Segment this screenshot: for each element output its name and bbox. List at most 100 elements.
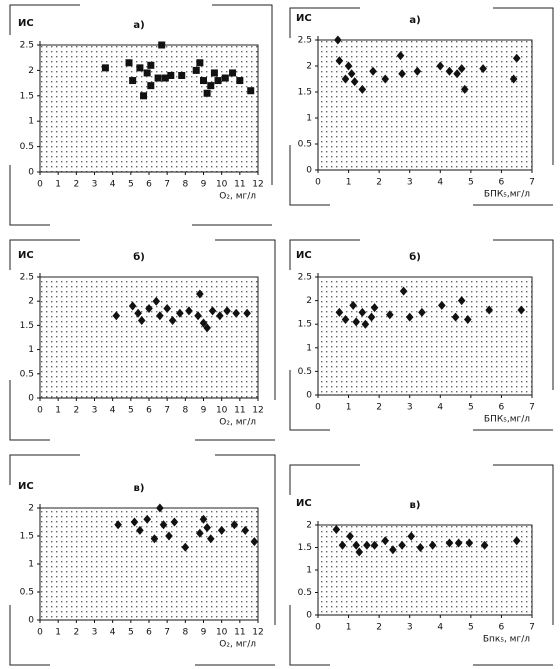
diamond-marker <box>355 547 364 557</box>
x-tick-label: 6 <box>499 623 505 633</box>
x-tick-label: 0 <box>315 178 321 188</box>
diamond-marker <box>112 311 121 321</box>
x-tick-label: 7 <box>164 180 170 190</box>
diamond-marker <box>163 303 171 313</box>
diamond-marker <box>332 525 341 534</box>
diamond-marker <box>232 308 240 318</box>
diamond-marker <box>436 61 445 71</box>
x-tick-label: 10 <box>216 628 228 638</box>
square-marker <box>143 69 151 77</box>
panel-label: б) <box>133 251 145 263</box>
diamond-marker <box>418 307 426 317</box>
diamond-marker <box>194 311 202 321</box>
x-tick-label: 0 <box>315 403 321 413</box>
x-tick-label: 2 <box>376 403 382 413</box>
diamond-marker <box>509 74 518 84</box>
x-tick-label: 4 <box>110 406 116 416</box>
diamond-marker <box>241 525 250 535</box>
square-marker <box>101 64 109 72</box>
square-marker <box>154 74 162 82</box>
diamond-marker <box>389 545 397 555</box>
diamond-marker <box>413 66 422 76</box>
y-tick-label: 0 <box>306 611 312 621</box>
x-tick-label: 12 <box>252 628 263 638</box>
square-marker <box>140 92 148 100</box>
y-tick-label: 1.5 <box>298 88 312 98</box>
x-tick-label: 11 <box>234 628 245 638</box>
x-tick-label: 2 <box>73 628 79 638</box>
square-marker <box>178 71 186 79</box>
diamond-marker <box>196 289 204 299</box>
y-tick-label: 0 <box>306 166 312 176</box>
diamond-marker <box>334 35 342 45</box>
y-axis-label: ИС <box>18 18 34 29</box>
diamond-marker <box>445 538 454 548</box>
square-marker <box>129 77 137 85</box>
diamond-marker <box>367 312 376 322</box>
x-tick-label: 9 <box>201 628 207 638</box>
panel-label: б) <box>409 251 421 263</box>
diamond-marker <box>398 540 406 550</box>
diamond-marker <box>165 531 173 541</box>
diamond-marker <box>216 311 224 321</box>
diamond-marker <box>181 542 190 552</box>
y-tick-label: 2 <box>306 62 312 72</box>
diamond-marker <box>350 77 359 87</box>
plot-area <box>317 276 533 396</box>
x-tick-label: 1 <box>346 178 352 188</box>
x-tick-label: 7 <box>529 623 535 633</box>
diamond-marker <box>150 534 159 544</box>
y-tick-label: 0 <box>28 168 34 178</box>
square-marker <box>236 77 244 85</box>
x-tick-label: 8 <box>182 180 188 190</box>
panel-label: в) <box>410 500 421 511</box>
diamond-marker <box>407 531 416 541</box>
diamond-marker <box>381 74 390 84</box>
y-tick-label: 2.5 <box>298 36 312 46</box>
y-axis-label: ИС <box>18 481 34 492</box>
square-marker <box>229 69 237 77</box>
y-tick-label: 1 <box>306 114 312 124</box>
diamond-marker <box>479 64 487 74</box>
x-tick-label: 4 <box>437 178 443 188</box>
square-marker <box>158 41 166 49</box>
diamond-marker <box>168 316 177 326</box>
x-tick-label: 3 <box>92 180 98 190</box>
diamond-marker <box>136 525 144 535</box>
diamond-marker <box>137 316 146 326</box>
diamond-marker <box>347 69 356 79</box>
y-axis-label: ИС <box>296 250 312 261</box>
x-tick-label: 7 <box>164 628 170 638</box>
x-tick-label: 2 <box>73 406 79 416</box>
x-tick-label: 0 <box>37 406 43 416</box>
diamond-marker <box>346 531 354 541</box>
diamond-marker <box>223 306 231 316</box>
square-marker <box>161 74 169 82</box>
panel-frame <box>9 454 276 666</box>
y-tick-label: 2 <box>28 66 34 76</box>
x-tick-label: 5 <box>468 623 474 633</box>
diamond-marker <box>335 307 344 317</box>
diamond-marker <box>363 540 371 550</box>
y-tick-label: 0.5 <box>298 588 312 598</box>
x-tick-label: 6 <box>146 628 152 638</box>
square-marker <box>147 61 155 69</box>
x-tick-label: 12 <box>252 180 263 190</box>
diamond-marker <box>396 51 405 61</box>
y-tick-label: 0 <box>28 394 34 404</box>
diamond-marker <box>358 307 367 317</box>
y-tick-label: 1.5 <box>20 321 34 331</box>
diamond-marker <box>243 308 251 318</box>
diamond-marker <box>405 312 414 322</box>
diamond-marker <box>185 306 193 316</box>
square-marker <box>125 59 133 67</box>
diamond-marker <box>453 69 461 79</box>
x-tick-label: 0 <box>315 623 321 633</box>
x-tick-label: 1 <box>55 628 61 638</box>
x-tick-label: 3 <box>407 403 413 413</box>
diamond-marker <box>206 534 215 544</box>
y-tick-label: 2.5 <box>20 41 34 51</box>
plot-area <box>39 507 259 621</box>
square-marker <box>196 59 204 67</box>
diamond-marker <box>464 314 472 324</box>
